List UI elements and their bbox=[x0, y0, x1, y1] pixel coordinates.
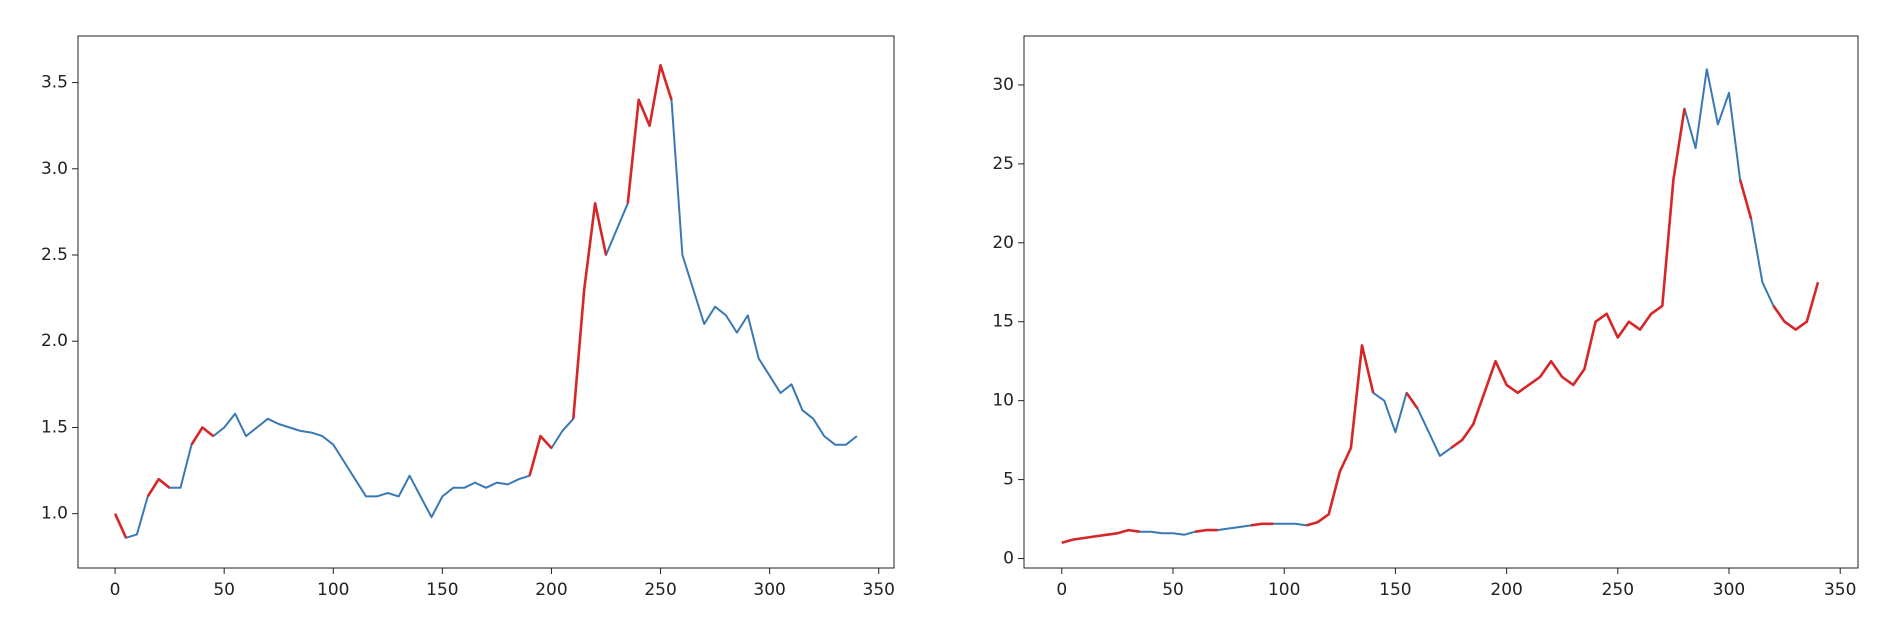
axes-frame bbox=[77, 35, 895, 569]
axes-frame bbox=[1023, 35, 1859, 569]
y-tick-label: 20 bbox=[992, 233, 1014, 253]
x-tick-label: 350 bbox=[863, 580, 895, 600]
y-tick-label: 0 bbox=[1003, 549, 1014, 569]
line-series bbox=[113, 64, 673, 539]
y-tick-label: 1.0 bbox=[41, 504, 68, 524]
x-tick-label: 200 bbox=[535, 580, 567, 600]
x-tick-label: 150 bbox=[1379, 580, 1411, 600]
y-tick-label: 1.5 bbox=[41, 417, 68, 437]
x-tick-label: 0 bbox=[1056, 580, 1067, 600]
line-series bbox=[1061, 108, 1820, 544]
x-tick-label: 50 bbox=[213, 580, 235, 600]
x-tick-label: 100 bbox=[1268, 580, 1300, 600]
line-series bbox=[114, 64, 858, 539]
x-tick-label: 200 bbox=[1490, 580, 1522, 600]
y-tick-label: 2.5 bbox=[41, 245, 68, 265]
y-tick-label: 25 bbox=[992, 154, 1014, 174]
y-tick-label: 3.5 bbox=[41, 73, 68, 93]
x-tick-label: 50 bbox=[1162, 580, 1184, 600]
x-tick-label: 0 bbox=[110, 580, 121, 600]
x-tick-label: 100 bbox=[317, 580, 349, 600]
x-tick-label: 250 bbox=[644, 580, 676, 600]
x-tick-label: 150 bbox=[426, 580, 458, 600]
y-tick-label: 10 bbox=[992, 391, 1014, 411]
y-tick-label: 5 bbox=[1003, 470, 1014, 490]
x-tick-label: 350 bbox=[1824, 580, 1856, 600]
x-tick-label: 250 bbox=[1602, 580, 1634, 600]
line-series bbox=[1061, 68, 1819, 544]
y-tick-label: 15 bbox=[992, 312, 1014, 332]
y-tick-label: 2.0 bbox=[41, 331, 68, 351]
y-tick-label: 3.0 bbox=[41, 159, 68, 179]
x-tick-label: 300 bbox=[753, 580, 785, 600]
y-tick-label: 30 bbox=[992, 75, 1014, 95]
x-tick-label: 300 bbox=[1713, 580, 1745, 600]
